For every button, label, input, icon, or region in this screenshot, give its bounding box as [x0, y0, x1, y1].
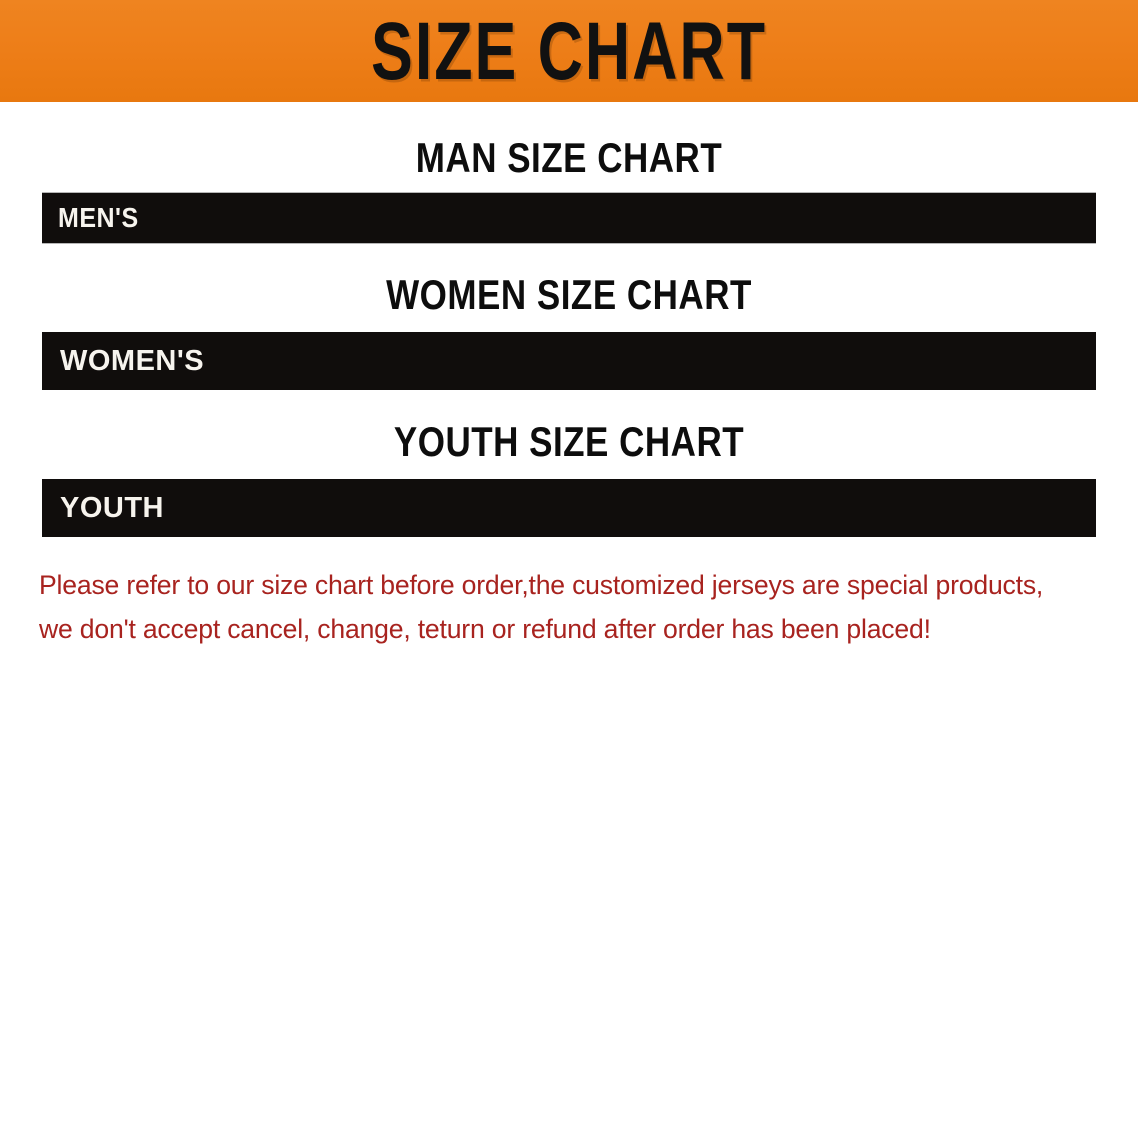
page-banner: SIZE CHART [0, 0, 1138, 102]
women-size-table: WOMEN'S [42, 332, 1096, 390]
youth-table-wrapper: YOUTH [0, 479, 1138, 537]
page-title: SIZE CHART [371, 4, 767, 98]
women-table-head: WOMEN'S [42, 332, 1096, 390]
youth-header-row: YOUTH [42, 479, 1096, 537]
youth-size-section: YOUTH SIZE CHART YOUTH [0, 419, 1138, 537]
man-size-table: MEN'S [42, 192, 1096, 244]
man-table-head: MEN'S [42, 192, 1096, 244]
youth-size-table: YOUTH [42, 479, 1096, 537]
order-disclaimer: Please refer to our size chart before or… [39, 563, 1083, 651]
youth-table-head: YOUTH [42, 479, 1096, 537]
women-table-wrapper: WOMEN'S [0, 332, 1138, 390]
women-corner-label: WOMEN'S [42, 332, 1096, 390]
youth-section-title: YOUTH SIZE CHART [393, 419, 745, 466]
man-table-wrapper: MEN'S [0, 192, 1138, 244]
man-corner-label: MEN'S [42, 192, 1096, 244]
man-header-row: MEN'S [42, 192, 1096, 244]
youth-corner-label: YOUTH [42, 479, 1096, 537]
disclaimer-line-1: Please refer to our size chart before or… [39, 570, 1044, 600]
disclaimer-line-2: we don't accept cancel, change, teturn o… [39, 614, 931, 644]
man-section-title: MAN SIZE CHART [415, 135, 723, 182]
man-size-section: MAN SIZE CHART MEN'S [0, 135, 1138, 244]
women-header-row: WOMEN'S [42, 332, 1096, 390]
women-size-section: WOMEN SIZE CHART WOMEN'S [0, 272, 1138, 390]
women-section-title: WOMEN SIZE CHART [386, 272, 752, 319]
